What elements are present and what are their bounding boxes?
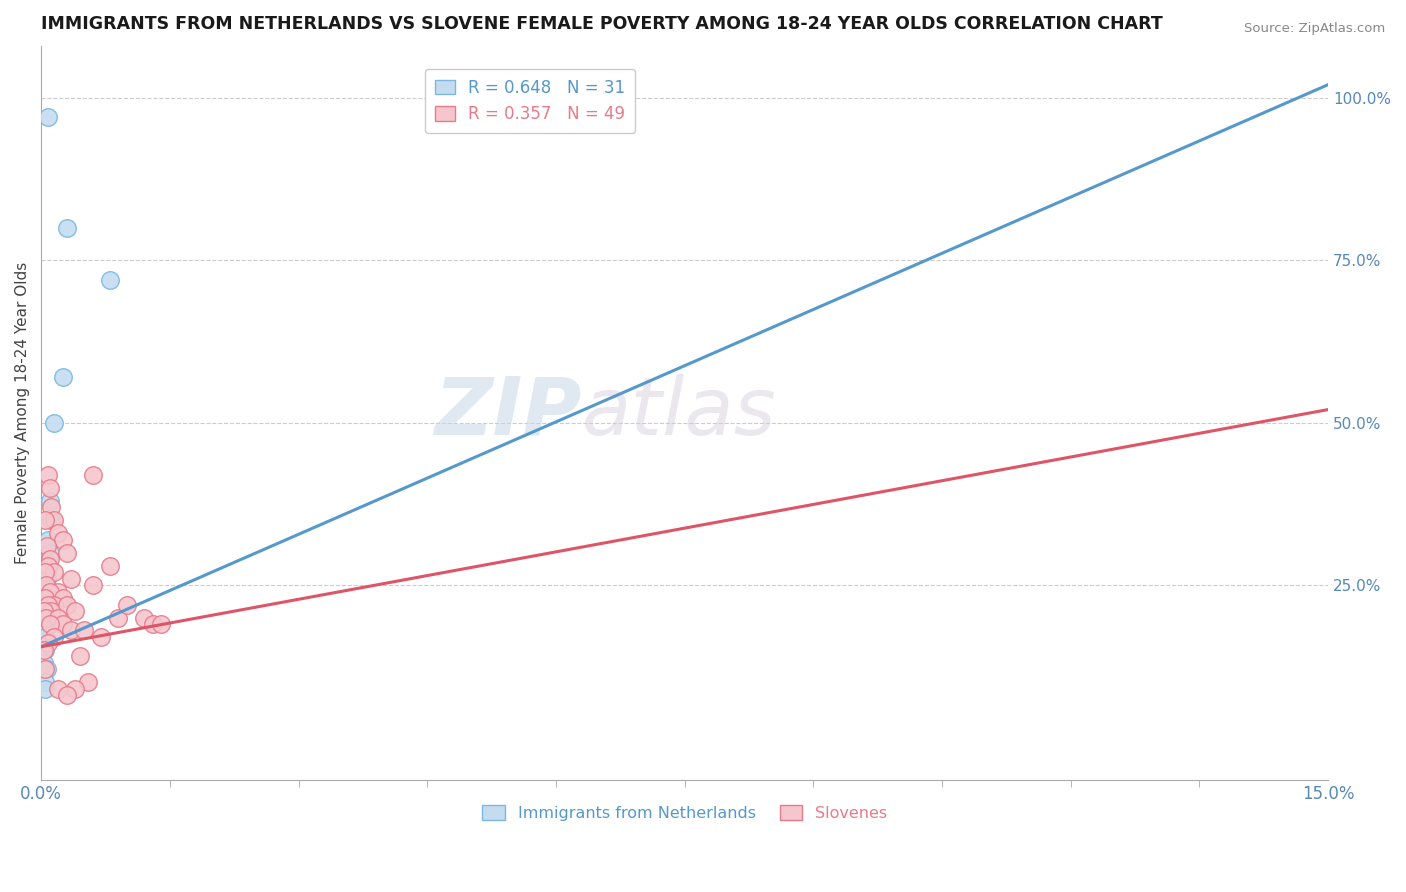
Point	[35, 598, 58, 612]
Point	[69, 649, 91, 664]
Point	[107, 610, 129, 624]
Point	[34, 591, 56, 605]
Point	[31, 610, 53, 624]
Point	[60, 572, 83, 586]
Point	[77, 675, 100, 690]
Point	[38, 584, 60, 599]
Point	[34, 630, 56, 644]
Text: Source: ZipAtlas.com: Source: ZipAtlas.com	[1244, 22, 1385, 36]
Point	[132, 610, 155, 624]
Point	[32, 604, 55, 618]
Point	[150, 617, 173, 632]
Point	[34, 663, 56, 677]
Point	[41, 500, 63, 514]
Point	[34, 565, 56, 579]
Point	[38, 552, 60, 566]
Point	[32, 598, 55, 612]
Point	[42, 416, 65, 430]
Text: IMMIGRANTS FROM NETHERLANDS VS SLOVENE FEMALE POVERTY AMONG 18-24 YEAR OLDS CORR: IMMIGRANTS FROM NETHERLANDS VS SLOVENE F…	[41, 15, 1163, 33]
Point	[38, 493, 60, 508]
Point	[56, 689, 79, 703]
Point	[98, 272, 121, 286]
Point	[98, 558, 121, 573]
Point	[56, 598, 79, 612]
Point	[37, 110, 59, 124]
Point	[51, 370, 73, 384]
Point	[42, 565, 65, 579]
Point	[34, 681, 56, 696]
Point	[142, 617, 165, 632]
Point	[34, 584, 56, 599]
Legend: Immigrants from Netherlands, Slovenes: Immigrants from Netherlands, Slovenes	[477, 798, 893, 827]
Point	[37, 572, 59, 586]
Point	[37, 565, 59, 579]
Point	[82, 467, 104, 482]
Point	[35, 578, 58, 592]
Point	[37, 539, 59, 553]
Point	[32, 656, 55, 670]
Point	[46, 584, 69, 599]
Point	[32, 591, 55, 605]
Point	[42, 630, 65, 644]
Point	[34, 643, 56, 657]
Point	[35, 610, 58, 624]
Point	[60, 624, 83, 638]
Point	[42, 598, 65, 612]
Point	[38, 481, 60, 495]
Point	[65, 604, 87, 618]
Point	[82, 578, 104, 592]
Point	[32, 624, 55, 638]
Point	[56, 220, 79, 235]
Point	[41, 513, 63, 527]
Point	[46, 610, 69, 624]
Point	[34, 675, 56, 690]
Point	[37, 533, 59, 547]
Point	[51, 617, 73, 632]
Point	[37, 467, 59, 482]
Point	[42, 513, 65, 527]
Point	[51, 591, 73, 605]
Point	[34, 513, 56, 527]
Y-axis label: Female Poverty Among 18-24 Year Olds: Female Poverty Among 18-24 Year Olds	[15, 261, 30, 564]
Point	[35, 578, 58, 592]
Point	[37, 663, 59, 677]
Point	[51, 533, 73, 547]
Point	[38, 545, 60, 559]
Point	[34, 584, 56, 599]
Point	[35, 617, 58, 632]
Point	[34, 591, 56, 605]
Text: atlas: atlas	[582, 374, 776, 452]
Text: ZIP: ZIP	[434, 374, 582, 452]
Point	[32, 643, 55, 657]
Point	[115, 598, 138, 612]
Point	[37, 598, 59, 612]
Point	[38, 617, 60, 632]
Point	[46, 526, 69, 541]
Point	[73, 624, 96, 638]
Point	[32, 610, 55, 624]
Point	[38, 558, 60, 573]
Point	[46, 681, 69, 696]
Point	[56, 545, 79, 559]
Point	[37, 636, 59, 650]
Point	[90, 630, 112, 644]
Point	[34, 578, 56, 592]
Point	[41, 604, 63, 618]
Point	[37, 558, 59, 573]
Point	[65, 681, 87, 696]
Point	[34, 604, 56, 618]
